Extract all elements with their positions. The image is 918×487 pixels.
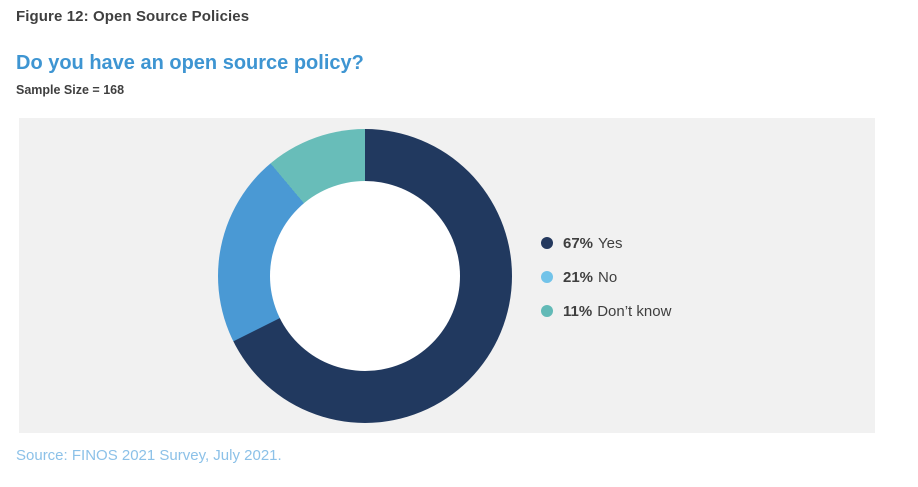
legend-percent: 67% [563, 234, 594, 252]
legend-dot-no [541, 271, 553, 283]
legend-dot-dont-know [541, 305, 553, 317]
legend-item-yes: 67% Yes [541, 226, 671, 260]
donut-chart [218, 129, 512, 423]
figure-title: Figure 12: Open Source Policies [16, 8, 250, 25]
donut-hole [270, 181, 460, 371]
source-note: Source: FINOS 2021 Survey, July 2021. [16, 447, 282, 464]
chart-panel: 67% Yes 21% No 11% Don’t know [19, 118, 875, 433]
legend-percent: 21% [563, 268, 594, 286]
legend-label: Yes [598, 234, 623, 252]
legend-item-no: 21% No [541, 260, 671, 294]
chart-question-title: Do you have an open source policy? [16, 52, 364, 74]
legend-label: No [598, 268, 618, 286]
chart-legend: 67% Yes 21% No 11% Don’t know [541, 226, 671, 328]
legend-percent: 11% [563, 302, 593, 320]
legend-label: Don’t know [597, 302, 672, 320]
legend-item-dont-know: 11% Don’t know [541, 294, 671, 328]
sample-size-label: Sample Size = 168 [16, 83, 125, 97]
legend-dot-yes [541, 237, 553, 249]
